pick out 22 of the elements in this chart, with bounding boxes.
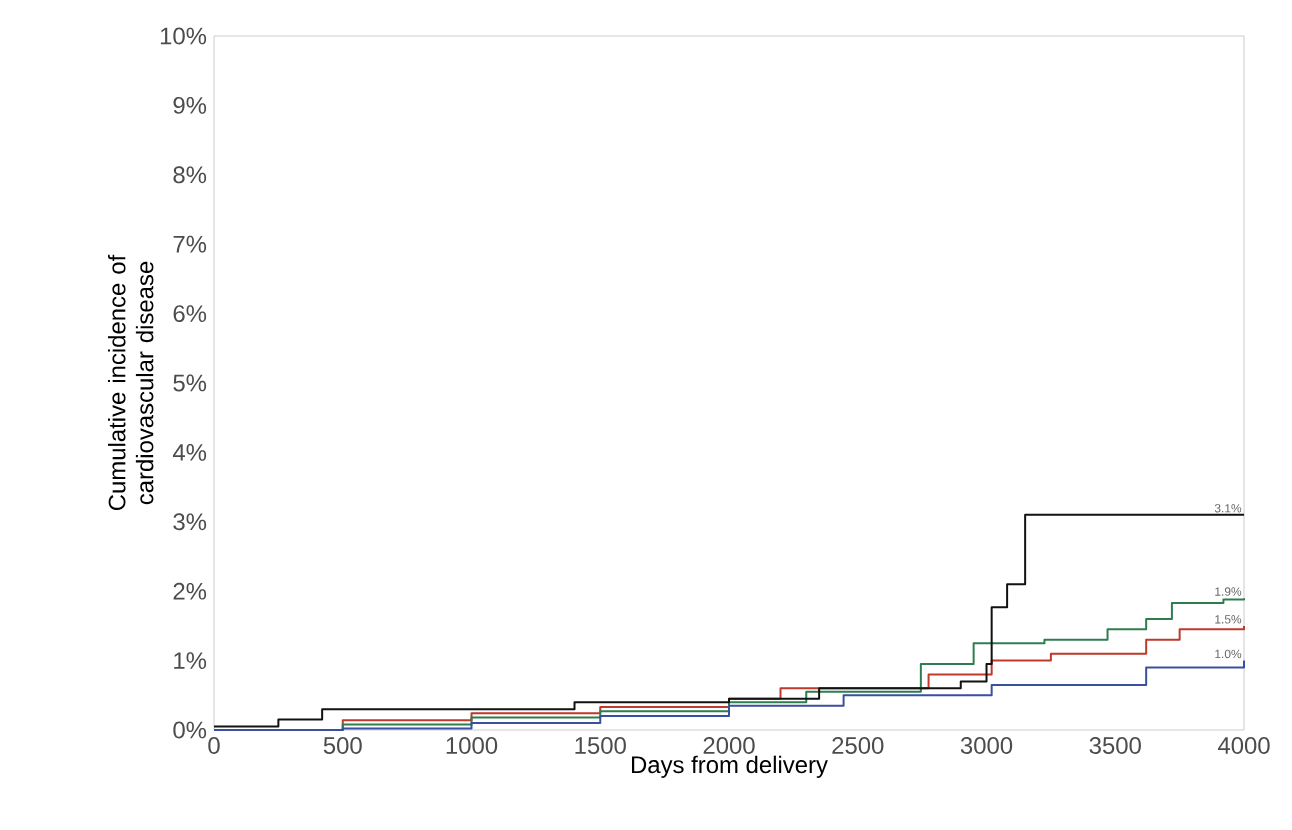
x-tick-label: 4000 xyxy=(1217,737,1270,754)
x-tick-label: 0 xyxy=(208,737,220,754)
x-axis-title: Days from delivery xyxy=(631,755,828,778)
x-tick-label: 500 xyxy=(323,737,362,754)
x-tick-label: 3000 xyxy=(960,737,1013,754)
y-tick-label: 4% xyxy=(172,444,207,461)
y-tick-label: 6% xyxy=(173,305,207,323)
x-tick-label: 1000 xyxy=(446,737,498,754)
x-tick-label: 3500 xyxy=(1089,737,1141,754)
y-tick-label: 2% xyxy=(173,582,207,600)
x-tick-label: 2000 xyxy=(703,737,755,754)
y-tick-label: 0% xyxy=(173,721,207,739)
y-tick-label: 1% xyxy=(174,652,207,669)
y-tick-label: 7% xyxy=(173,235,207,253)
x-tick-label: 1500 xyxy=(575,737,626,754)
y-tick-label: 9% xyxy=(173,96,207,114)
y-tick-label: 10% xyxy=(160,27,207,45)
y-axis-title: Cumulative incidence of cardiovascular disease xyxy=(107,254,154,511)
x-tick-label: 2500 xyxy=(832,737,884,754)
y-tick-label: 5% xyxy=(173,374,207,392)
y-tick-label: 3% xyxy=(173,513,207,531)
y-tick-label: 8% xyxy=(173,166,207,184)
